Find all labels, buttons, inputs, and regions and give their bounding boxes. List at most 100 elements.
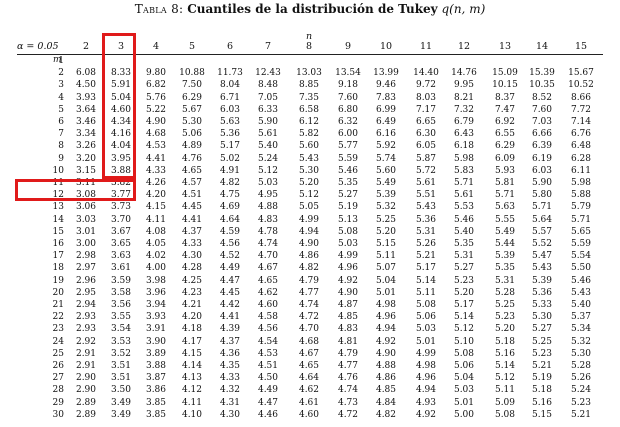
table-cell: 4.94 [298, 226, 320, 237]
table-cell: 7.17 [415, 104, 437, 115]
table-cell: 4.00 [145, 263, 167, 274]
table-cell: 4.90 [145, 117, 167, 127]
table-cell: 4.20 [181, 312, 203, 323]
table-cell: 4.47 [219, 275, 241, 286]
table-cell: 5.15 [375, 239, 397, 249]
table-cell: 3.50 [110, 385, 132, 396]
table-cell: 5.32 [570, 336, 592, 347]
table-cell: 2.91 [75, 361, 97, 371]
table-cell: 3.55 [110, 312, 132, 323]
row-label: 12 [52, 190, 64, 201]
table-cell: 10.52 [568, 80, 594, 91]
table-cell: 8.66 [570, 92, 592, 103]
table-cell: 3.61 [110, 263, 132, 274]
table-cell: 5.65 [570, 226, 592, 237]
table-cell: 5.36 [415, 214, 437, 225]
table-cell: 4.51 [181, 190, 203, 201]
row-label: 9 [58, 153, 64, 164]
table-cell: 5.46 [337, 165, 359, 176]
table-cell: 4.86 [298, 251, 320, 262]
column-header: 4 [152, 41, 160, 52]
table-cell: 7.60 [531, 104, 553, 115]
table-cell: 3.98 [145, 275, 167, 286]
table-cell: 4.60 [257, 300, 279, 310]
table-cell: 4.23 [181, 287, 203, 298]
table-cell: 6.33 [257, 104, 279, 115]
table-cell: 5.60 [298, 141, 320, 152]
table-cell: 6.58 [298, 104, 320, 115]
table-cell: 4.77 [337, 361, 359, 371]
table-cell: 5.25 [494, 300, 516, 310]
table-cell: 3.49 [110, 397, 132, 408]
table-cell: 3.59 [110, 275, 132, 286]
table-cell: 7.35 [298, 92, 320, 103]
table-cell: 8.48 [257, 80, 279, 91]
table-cell: 4.96 [375, 312, 397, 323]
table-cell: 5.55 [494, 214, 516, 225]
table-cell: 4.67 [257, 263, 279, 274]
table-cell: 5.08 [415, 300, 437, 310]
row-label: 4 [58, 92, 64, 103]
table-cell: 3.88 [110, 165, 132, 176]
table-cell: 5.11 [415, 287, 437, 298]
table-cell: 4.99 [415, 348, 437, 359]
table-cell: 7.83 [375, 92, 397, 103]
table-cell: 5.21 [415, 251, 437, 262]
table-cell: 4.11 [181, 397, 203, 408]
table-cell: 4.50 [75, 80, 97, 91]
table-cell: 10.88 [179, 68, 205, 79]
table-cell: 5.17 [219, 141, 241, 152]
table-cell: 6.29 [181, 92, 203, 103]
table-cell: 5.21 [570, 409, 592, 420]
table-cell: 14.40 [413, 68, 439, 79]
table-cell: 5.49 [494, 226, 516, 237]
table-cell: 5.12 [298, 190, 320, 201]
table-cell: 5.32 [375, 202, 397, 213]
table-cell: 5.12 [257, 165, 279, 176]
table-cell: 4.62 [298, 385, 320, 396]
table-cell: 5.12 [494, 373, 516, 384]
table-cell: 5.40 [257, 141, 279, 152]
table-cell: 4.52 [219, 251, 241, 262]
table-cell: 7.14 [570, 117, 592, 127]
table-cell: 4.33 [181, 239, 203, 249]
table-cell: 6.49 [375, 117, 397, 127]
table-cell: 4.69 [219, 202, 241, 213]
table-cell: 4.14 [181, 361, 203, 371]
table-cell: 5.37 [570, 312, 592, 323]
table-cell: 4.31 [219, 397, 241, 408]
table-cell: 5.01 [453, 397, 475, 408]
table-cell: 5.59 [570, 239, 592, 249]
table-cell: 5.30 [531, 312, 553, 323]
table-cell: 4.82 [298, 263, 320, 274]
table-cell: 5.67 [181, 104, 203, 115]
table-cell: 5.71 [570, 214, 592, 225]
table-cell: 8.04 [219, 80, 241, 91]
table-cell: 4.41 [181, 214, 203, 225]
table-cell: 15.39 [529, 68, 555, 79]
table-cell: 5.06 [453, 361, 475, 371]
table-cell: 5.01 [375, 287, 397, 298]
table-cell: 5.61 [257, 129, 279, 140]
table-cell: 5.20 [298, 178, 320, 188]
table-cell: 5.40 [570, 300, 592, 310]
table-cell: 5.30 [570, 348, 592, 359]
table-cell: 5.63 [494, 202, 516, 213]
table-cell: 5.13 [337, 214, 359, 225]
table-cell: 2.89 [75, 397, 97, 408]
table-cell: 4.56 [219, 239, 241, 249]
table-cell: 5.03 [337, 239, 359, 249]
table-cell: 8.85 [298, 80, 320, 91]
table-cell: 4.30 [219, 409, 241, 420]
row-label: 2 [58, 68, 64, 79]
table-cell: 5.30 [298, 165, 320, 176]
table-cell: 5.59 [337, 153, 359, 164]
table-cell: 5.36 [219, 129, 241, 140]
table-cell: 5.17 [415, 263, 437, 274]
table-cell: 4.70 [298, 324, 320, 335]
table-cell: 4.17 [181, 336, 203, 347]
table-cell: 5.93 [494, 165, 516, 176]
table-cell: 3.90 [145, 336, 167, 347]
table-cell: 5.20 [494, 324, 516, 335]
table-cell: 4.65 [181, 165, 203, 176]
